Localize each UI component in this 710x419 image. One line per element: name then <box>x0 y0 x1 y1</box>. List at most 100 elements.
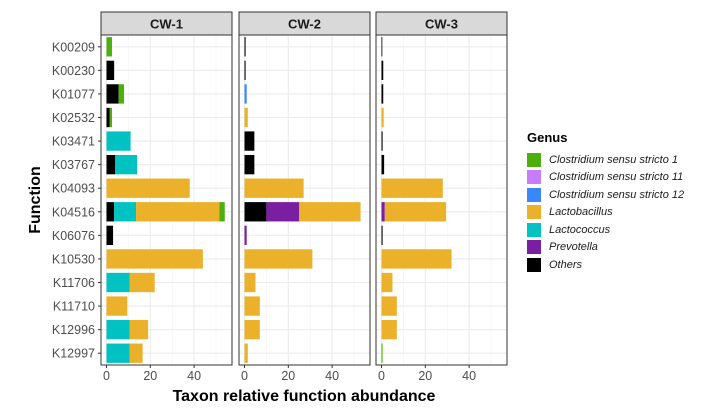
legend-label: Clostridium sensu stricto 11 <box>549 171 684 184</box>
bar-cw-1-k01077-others <box>106 84 119 104</box>
y-tick-label-k11706: K11706 <box>53 276 95 290</box>
panel-border-cw-2 <box>238 34 371 366</box>
y-axis-title: Function <box>27 166 44 234</box>
legend-swatch <box>527 205 541 220</box>
y-tick-label-k03471: K03471 <box>52 135 95 149</box>
bar-cw-1-k04516-lactobacillus <box>136 202 220 222</box>
legend-title: Genus <box>527 130 568 145</box>
x-tick-label: 40 <box>187 369 201 383</box>
bar-cw-2-k04516-prevotella <box>266 202 300 222</box>
legend-label: Prevotella <box>549 241 598 254</box>
bar-cw-3-k01077-others <box>381 84 384 104</box>
bar-cw-3-k12997-clostridium-sensu-stricto-1 <box>381 343 383 363</box>
bar-cw-3-k03471-others <box>381 131 383 151</box>
legend-swatch <box>527 222 541 237</box>
y-tick-label-k06076: K06076 <box>52 229 95 243</box>
bar-cw-1-k12996-lactobacillus <box>129 319 149 340</box>
legend-item-clostridium-sensu-stricto-1: Clostridium sensu stricto 1 <box>527 151 684 169</box>
bar-cw-2-k10530-lactobacillus <box>244 249 313 269</box>
facet-title-cw-1: CW-1 <box>150 17 183 32</box>
y-tick-label-k04093: K04093 <box>52 182 95 196</box>
legend-item-lactococcus: Lactococcus <box>527 221 684 239</box>
y-tick-label-k02532: K02532 <box>52 111 95 125</box>
bar-cw-1-k02532-clostridium-sensu-stricto-1 <box>109 107 112 128</box>
bar-cw-3-k11706-lactobacillus <box>381 272 393 293</box>
bar-cw-2-k12996-lactobacillus <box>244 319 260 340</box>
bar-cw-3-k12996-lactobacillus <box>381 319 397 340</box>
bar-cw-1-k00209-clostridium-sensu-stricto-1 <box>106 37 112 57</box>
bar-cw-1-k04093-lactobacillus <box>106 178 190 198</box>
legend-label: Others <box>549 258 583 271</box>
legend-label: Clostridium sensu stricto 1 <box>549 153 678 166</box>
y-tick-label-k01077: K01077 <box>52 87 95 101</box>
y-tick-label-k10530: K10530 <box>52 252 95 266</box>
legend-swatch <box>527 187 541 202</box>
bar-cw-1-k12997-lactococcus <box>106 343 130 363</box>
x-axis-title: Taxon relative function abundance <box>173 388 436 405</box>
legend-item-prevotella: Prevotella <box>527 239 684 257</box>
panel-background-cw-2 <box>239 35 370 365</box>
y-tick-label-k00230: K00230 <box>52 64 95 78</box>
bar-cw-1-k02532-others <box>106 107 110 128</box>
bar-cw-1-k12996-lactococcus <box>106 319 130 340</box>
y-tick-label-k03767: K03767 <box>52 158 95 172</box>
bar-cw-1-k04516-lactococcus <box>114 202 137 222</box>
bar-cw-2-k02532-lactobacillus <box>244 107 248 128</box>
legend-item-others: Others <box>527 256 684 274</box>
y-tick-label-k11710: K11710 <box>53 300 95 314</box>
bar-cw-1-k12997-lactobacillus <box>129 343 143 363</box>
bar-cw-2-k04516-lactobacillus <box>299 202 361 222</box>
bar-cw-1-k11706-lactobacillus <box>129 272 155 293</box>
bar-cw-2-k04516-others <box>244 202 267 222</box>
bar-cw-3-k11710-lactobacillus <box>381 296 397 316</box>
legend-label: Clostridium sensu stricto 12 <box>549 188 685 201</box>
bar-cw-3-k10530-lactobacillus <box>381 249 452 269</box>
bar-cw-3-k03767-others <box>381 154 385 175</box>
legend-item-clostridium-sensu-stricto-12: Clostridium sensu stricto 12 <box>527 186 684 204</box>
bar-cw-3-k02532-lactobacillus <box>381 107 384 128</box>
legend-swatch <box>527 240 541 255</box>
facet-title-cw-3: CW-3 <box>425 17 458 32</box>
bar-cw-2-k01077-clostridium-sensu-stricto-12 <box>244 84 247 104</box>
bar-cw-2-k00209-others <box>244 37 246 57</box>
bar-cw-2-k11710-lactobacillus <box>244 296 260 316</box>
x-tick-label: 20 <box>281 369 295 383</box>
panel-border-cw-1 <box>100 34 233 366</box>
panel-background-cw-3 <box>376 35 507 365</box>
legend-swatch <box>527 170 541 185</box>
bar-cw-1-k11706-lactococcus <box>106 272 130 293</box>
bar-cw-1-k04516-others <box>106 202 115 222</box>
legend: Genus Clostridium sensu stricto 1 Clostri… <box>527 130 684 274</box>
legend-swatch <box>527 257 541 272</box>
bar-cw-1-k01077-clostridium-sensu-stricto-1 <box>118 84 125 104</box>
bar-cw-2-k12997-lactobacillus <box>244 343 248 363</box>
bar-cw-1-k03767-lactococcus <box>115 154 138 175</box>
legend-item-clostridium-sensu-stricto-11: Clostridium sensu stricto 11 <box>527 169 684 187</box>
x-tick-label: 40 <box>325 369 339 383</box>
bar-cw-1-k06076-others <box>106 225 114 246</box>
bar-cw-1-k11710-lactobacillus <box>106 296 128 316</box>
bar-cw-3-k00209-others <box>381 37 383 57</box>
facet-title-cw-2: CW-2 <box>288 17 321 32</box>
y-tick-label-k04516: K04516 <box>52 205 95 219</box>
x-tick-label: 40 <box>462 369 476 383</box>
x-tick-label: 20 <box>418 369 432 383</box>
bar-cw-2-k00230-others <box>244 60 246 81</box>
bar-cw-3-k06076-others <box>381 225 383 246</box>
bar-cw-2-k06076-prevotella <box>244 225 247 246</box>
bar-cw-2-k11706-lactobacillus <box>244 272 256 293</box>
bar-cw-3-k04516-lactobacillus <box>384 202 447 222</box>
legend-swatch <box>527 152 541 167</box>
panel-border-cw-3 <box>375 34 508 366</box>
bar-cw-1-k10530-lactobacillus <box>106 249 203 269</box>
bar-cw-3-k00230-others <box>381 60 384 81</box>
bar-cw-3-k04093-lactobacillus <box>381 178 443 198</box>
legend-label: Lactobacillus <box>549 206 613 219</box>
bar-cw-3-k04516-prevotella <box>381 202 385 222</box>
bar-cw-1-k04516-clostridium-sensu-stricto-1 <box>219 202 225 222</box>
bar-cw-1-k03767-others <box>106 154 116 175</box>
y-tick-label-k00209: K00209 <box>52 40 95 54</box>
bar-cw-2-k03767-others <box>244 154 255 175</box>
x-tick-label: 20 <box>143 369 157 383</box>
